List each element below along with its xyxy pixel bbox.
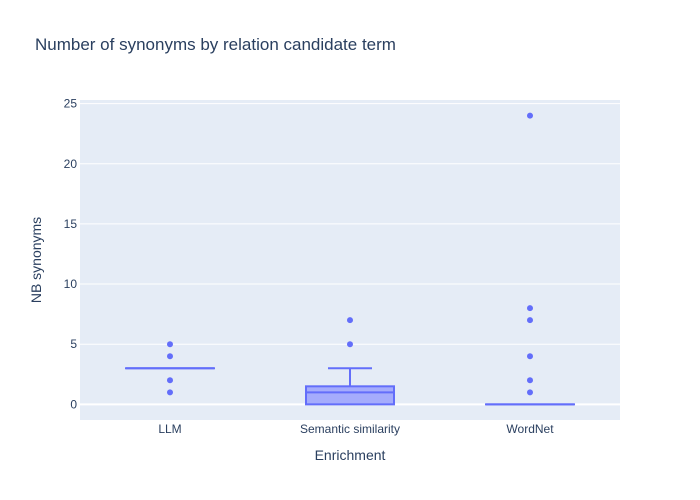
box-trace[interactable]: [485, 112, 575, 406]
outlier-point[interactable]: [167, 353, 173, 360]
y-tick-label: 10: [64, 277, 78, 291]
outlier-point[interactable]: [347, 341, 353, 348]
box-trace[interactable]: [305, 317, 395, 406]
outlier-point[interactable]: [167, 377, 173, 384]
outlier-point[interactable]: [527, 305, 533, 312]
outlier-point[interactable]: [527, 112, 533, 119]
x-tick-label: WordNet: [506, 422, 554, 436]
y-tick-label: 25: [64, 97, 78, 111]
outlier-point[interactable]: [167, 341, 173, 348]
box-traces[interactable]: [125, 112, 575, 406]
box-iqr: [305, 385, 395, 406]
outlier-point[interactable]: [347, 317, 353, 324]
plot-background: [80, 100, 620, 420]
outlier-point[interactable]: [167, 389, 173, 396]
x-tick-label: LLM: [158, 422, 181, 436]
outlier-point[interactable]: [527, 353, 533, 360]
y-tick-labels: 0 5 10 15 20 25: [64, 97, 78, 412]
x-tick-label: Semantic similarity: [300, 422, 400, 436]
box-trace[interactable]: [125, 341, 215, 396]
x-axis-title: Enrichment: [315, 447, 386, 463]
outlier-point[interactable]: [527, 317, 533, 324]
y-tick-label: 15: [64, 217, 78, 231]
outlier-point[interactable]: [527, 377, 533, 384]
y-tick-label: 5: [70, 337, 77, 351]
y-tick-label: 20: [64, 157, 78, 171]
y-tick-label: 0: [70, 397, 77, 411]
x-tick-labels: LLM Semantic similarity WordNet: [158, 422, 554, 436]
chart-title: Number of synonyms by relation candidate…: [35, 35, 396, 54]
y-axis-title: NB synonyms: [28, 217, 44, 303]
outlier-point[interactable]: [527, 389, 533, 396]
